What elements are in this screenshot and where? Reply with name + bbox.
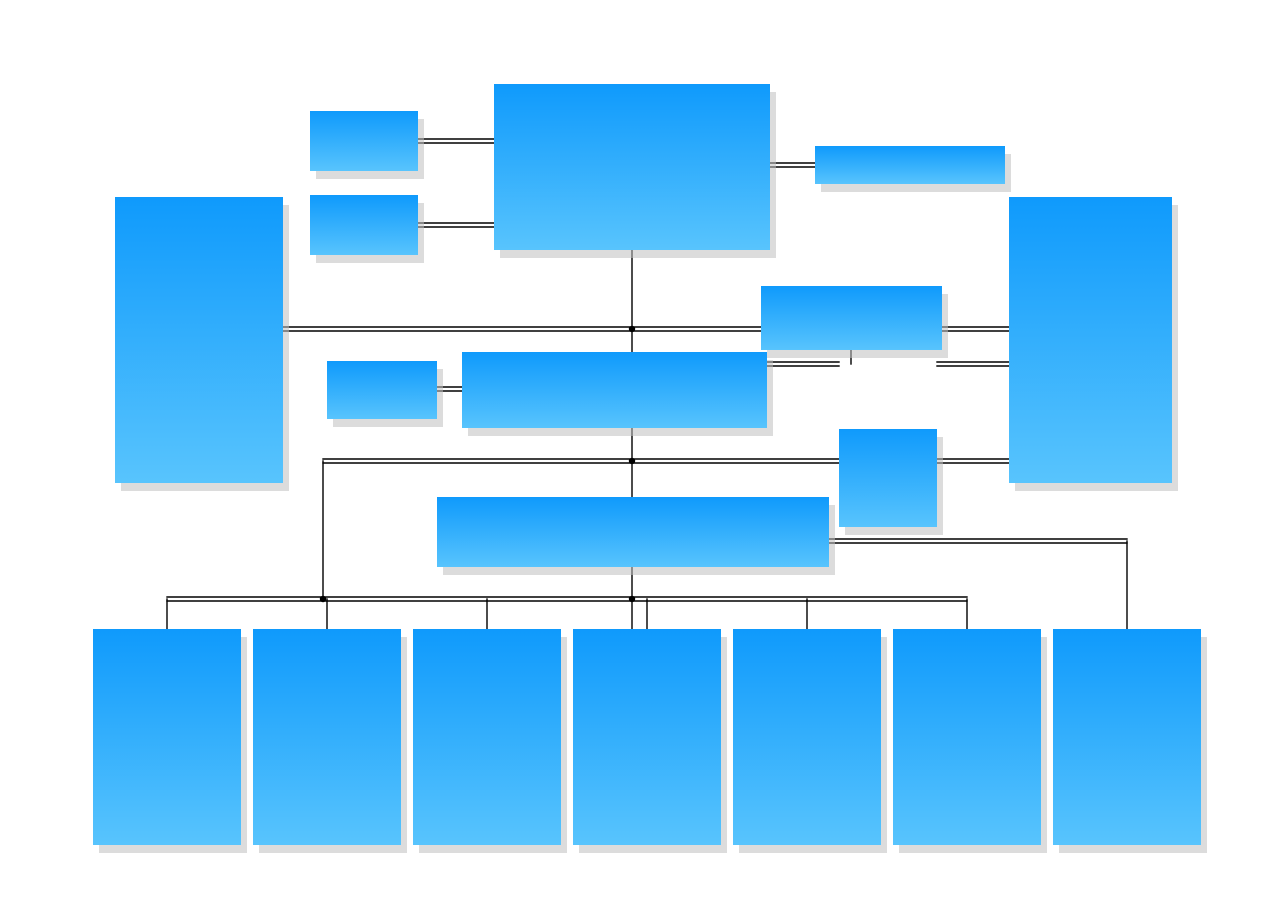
node-top-main xyxy=(494,84,770,250)
node-face xyxy=(462,352,767,428)
node-face xyxy=(115,197,283,483)
node-face xyxy=(893,629,1041,845)
node-top-left-1 xyxy=(310,111,418,171)
node-face xyxy=(1053,629,1201,845)
node-leaf-4 xyxy=(573,629,721,845)
node-face xyxy=(310,195,418,255)
node-face xyxy=(327,361,437,419)
node-face xyxy=(310,111,418,171)
node-face xyxy=(1009,197,1172,483)
node-face xyxy=(733,629,881,845)
node-face xyxy=(494,84,770,250)
node-leaf-7 xyxy=(1053,629,1201,845)
node-leaf-1 xyxy=(93,629,241,845)
node-face xyxy=(93,629,241,845)
node-leaf-3 xyxy=(413,629,561,845)
node-face xyxy=(761,286,942,350)
node-face xyxy=(413,629,561,845)
node-mid-right-small xyxy=(761,286,942,350)
node-side-left xyxy=(115,197,283,483)
node-face xyxy=(253,629,401,845)
node-face xyxy=(815,146,1005,184)
node-low-square xyxy=(839,429,937,527)
node-face xyxy=(437,497,829,567)
node-leaf-6 xyxy=(893,629,1041,845)
node-low-bar xyxy=(437,497,829,567)
org-chart-canvas xyxy=(0,0,1280,904)
node-top-right xyxy=(815,146,1005,184)
node-side-right xyxy=(1009,197,1172,483)
node-leaf-5 xyxy=(733,629,881,845)
node-mid-left-small xyxy=(327,361,437,419)
node-face xyxy=(839,429,937,527)
node-top-left-2 xyxy=(310,195,418,255)
node-mid-main xyxy=(462,352,767,428)
node-leaf-2 xyxy=(253,629,401,845)
node-face xyxy=(573,629,721,845)
